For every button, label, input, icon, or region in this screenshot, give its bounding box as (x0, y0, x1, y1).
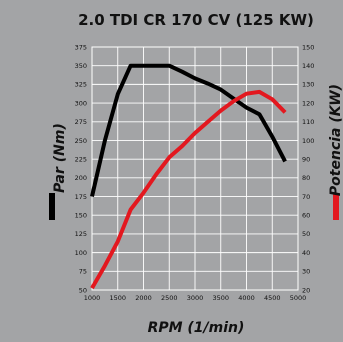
right-tick-label-8: 100 (302, 137, 314, 145)
x-tick-label-7: 4500 (264, 294, 281, 302)
left-tick-label-9: 275 (75, 118, 87, 126)
x-tick-label-3: 2500 (161, 294, 178, 302)
x-tick-label-5: 3500 (212, 294, 229, 302)
right-tick-label-13: 150 (302, 43, 314, 51)
plot-frame (91, 46, 299, 291)
x-tick-label-1: 1500 (109, 294, 126, 302)
power-legend-swatch (333, 193, 339, 220)
power-series-line (90, 89, 287, 290)
left-tick-label-5: 175 (75, 193, 87, 201)
left-tick-label-1: 75 (79, 268, 87, 276)
x-axis-ticks: 1000 1500 2000 2500 3000 3500 4000 4500 5000 (84, 294, 307, 302)
series-lines (90, 63, 287, 290)
right-tick-label-3: 50 (302, 230, 310, 238)
right-tick-label-5: 70 (302, 193, 310, 201)
left-tick-label-3: 125 (75, 230, 87, 238)
x-tick-label-8: 5000 (290, 294, 307, 302)
x-axis-title: RPM (1/min) (148, 320, 245, 336)
right-axis-title: Potencia (KW) (328, 84, 343, 196)
left-axis-ticks: 50 75 100 125 150 175 200 225 250 275 300 325 350 375 (75, 43, 87, 294)
right-tick-label-11: 130 (302, 81, 314, 89)
left-tick-label-8: 250 (75, 137, 87, 145)
torque-series-line (90, 63, 287, 197)
right-tick-label-10: 120 (302, 99, 314, 107)
right-axis-ticks: 20 30 40 50 60 70 80 90 100 110 120 130 140 150 (302, 43, 314, 294)
x-tick-label-0: 1000 (84, 294, 101, 302)
right-tick-label-9: 110 (302, 118, 314, 126)
right-tick-label-1: 30 (302, 268, 310, 276)
left-tick-label-11: 325 (75, 81, 87, 89)
right-tick-label-2: 40 (302, 249, 310, 257)
x-tick-label-4: 3000 (187, 294, 204, 302)
chart-title: 2.0 TDI CR 170 CV (125 KW) (78, 11, 314, 29)
x-tick-label-6: 4000 (238, 294, 255, 302)
left-axis-title: Par (Nm) (52, 123, 68, 193)
left-tick-label-12: 350 (75, 62, 87, 70)
left-tick-label-0: 50 (79, 286, 87, 294)
left-tick-label-13: 375 (75, 43, 87, 51)
right-tick-label-12: 140 (302, 62, 314, 70)
left-tick-label-6: 200 (75, 174, 87, 182)
left-tick-label-4: 150 (75, 212, 87, 220)
right-tick-label-7: 90 (302, 155, 310, 163)
right-tick-label-6: 80 (302, 174, 310, 182)
right-tick-label-0: 20 (302, 286, 310, 294)
left-tick-label-7: 225 (75, 155, 87, 163)
x-tick-label-2: 2000 (135, 294, 152, 302)
left-tick-label-10: 300 (75, 99, 87, 107)
left-tick-label-2: 100 (75, 249, 87, 257)
torque-legend-swatch (49, 193, 55, 220)
right-tick-label-4: 60 (302, 212, 310, 220)
